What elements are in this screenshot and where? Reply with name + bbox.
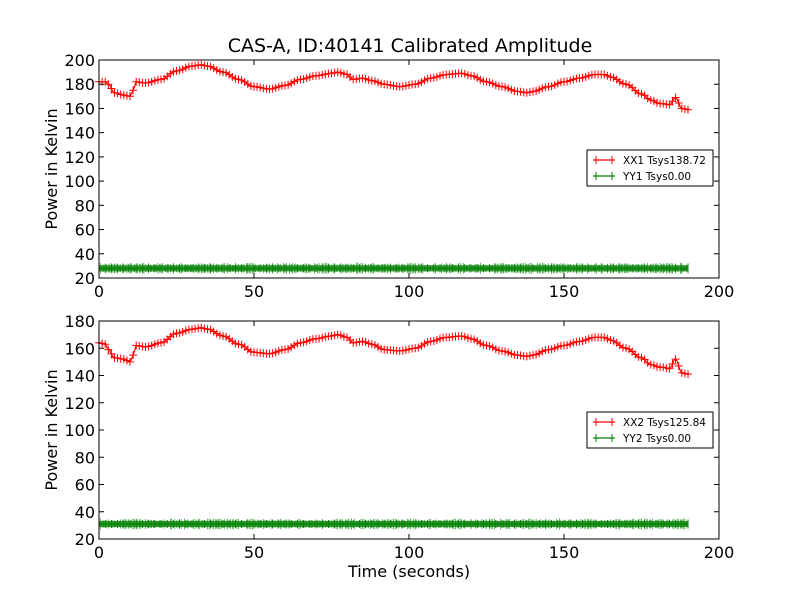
legend: XX2 Tsys125.84 YY2 Tsys0.00 bbox=[586, 411, 714, 449]
y-tick-label: 80 bbox=[75, 196, 95, 215]
data-point bbox=[107, 84, 116, 93]
y-tick-label: 20 bbox=[75, 530, 95, 549]
x-tick-label: 150 bbox=[549, 282, 580, 301]
data-point bbox=[129, 86, 138, 95]
data-point bbox=[684, 105, 692, 114]
legend-label: YY1 Tsys0.00 bbox=[622, 171, 691, 183]
y-tick-label: 200 bbox=[64, 51, 95, 70]
y-tick-label: 140 bbox=[64, 124, 95, 143]
data-point bbox=[107, 349, 116, 358]
y-tick-label: 160 bbox=[64, 339, 95, 358]
legend-label: XX1 Tsys138.72 bbox=[623, 155, 706, 167]
data-point bbox=[104, 345, 113, 354]
data-point bbox=[671, 355, 680, 364]
data-point bbox=[129, 351, 138, 360]
y-tick-label: 100 bbox=[64, 421, 95, 440]
x-axis-label: Time (seconds) bbox=[347, 562, 470, 581]
x-tick-label: 50 bbox=[244, 282, 264, 301]
y-tick-label: 160 bbox=[64, 99, 95, 118]
y-tick-label: 40 bbox=[75, 503, 95, 522]
legend: XX1 Tsys138.72 YY1 Tsys0.00 bbox=[586, 149, 714, 187]
y-tick-label: 140 bbox=[64, 367, 95, 386]
data-point bbox=[126, 92, 134, 101]
chart-title: CAS-A, ID:40141 Calibrated Amplitude bbox=[228, 35, 593, 57]
y-axis-label: Power in Kelvin bbox=[42, 369, 61, 490]
x-tick-label: 0 bbox=[94, 543, 104, 562]
y-tick-label: 120 bbox=[64, 394, 95, 413]
panel-2: 0 50 100 150 200 20 40 60 80 100 120 140 160 180 Power… bbox=[42, 312, 734, 581]
legend-label: XX2 Tsys125.84 bbox=[623, 417, 706, 429]
y-tick-label: 180 bbox=[64, 312, 95, 331]
data-point bbox=[101, 340, 110, 349]
y-tick-label: 40 bbox=[75, 245, 95, 264]
data-point bbox=[684, 370, 692, 379]
x-tick-label: 100 bbox=[394, 282, 425, 301]
data-point bbox=[126, 357, 134, 366]
series-2-group bbox=[98, 262, 689, 274]
y-tick-label: 180 bbox=[64, 75, 95, 94]
x-tick-label: 150 bbox=[549, 543, 580, 562]
y-tick-label: 120 bbox=[64, 148, 95, 167]
data-point bbox=[671, 93, 680, 102]
data-point bbox=[674, 362, 683, 370]
y-axis-label: Power in Kelvin bbox=[42, 108, 61, 229]
legend-box bbox=[586, 149, 714, 187]
series-1-group bbox=[95, 60, 692, 114]
y-tick-label: 60 bbox=[75, 221, 95, 240]
x-tick-label: 200 bbox=[704, 543, 735, 562]
legend-box bbox=[586, 411, 714, 449]
x-tick-label: 0 bbox=[94, 282, 104, 301]
data-point bbox=[668, 359, 677, 368]
y-tick-label: 20 bbox=[75, 269, 95, 288]
x-tick-label: 50 bbox=[244, 543, 264, 562]
x-tick-label: 200 bbox=[704, 282, 735, 301]
plot-panels: 0 50 100 150 20020406080100120140160180200Po… bbox=[42, 51, 734, 581]
y-tick-label: 80 bbox=[75, 448, 95, 467]
series-1-group bbox=[95, 323, 692, 379]
y-tick-label: 60 bbox=[75, 476, 95, 495]
x-tick-label: 100 bbox=[394, 543, 425, 562]
y-tick-label: 100 bbox=[64, 172, 95, 191]
data-point bbox=[104, 80, 113, 89]
panel-1: 0 50 100 150 200 20 40 60 80 100 120 140 160 180 200 Po… bbox=[42, 51, 734, 301]
series-2-group bbox=[98, 518, 689, 530]
legend-label: YY2 Tsys0.00 bbox=[622, 433, 691, 445]
data-point bbox=[665, 364, 674, 373]
data-point bbox=[674, 99, 683, 107]
